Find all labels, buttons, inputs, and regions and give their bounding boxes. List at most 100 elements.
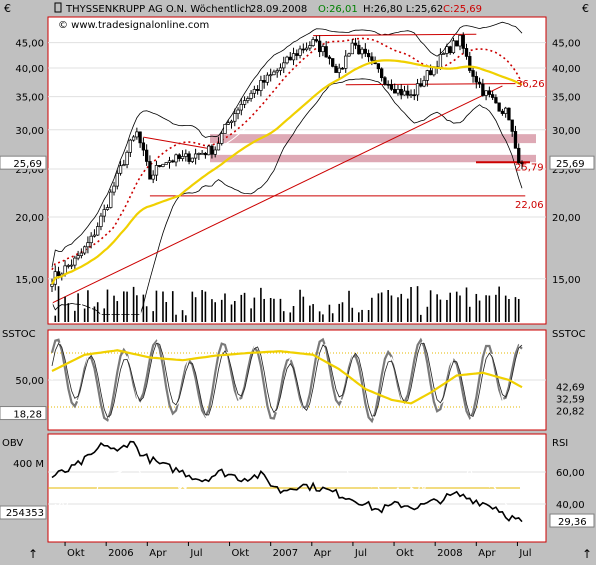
candle-body: [148, 161, 152, 180]
price-tick-left: 30,00: [15, 126, 44, 137]
candle-body: [171, 160, 175, 163]
candle-body: [376, 63, 381, 70]
price-tick-right: 30,00: [552, 126, 581, 137]
level-label: 25,79: [515, 162, 544, 173]
candle-body: [308, 45, 312, 49]
candle-body: [66, 265, 70, 267]
candle-body: [415, 83, 420, 96]
candle-body: [451, 40, 456, 54]
candle-body: [393, 88, 397, 94]
candle-body: [177, 154, 181, 159]
candle-body: [438, 54, 443, 69]
rsi-tick: 40,00: [556, 500, 585, 511]
candle-body: [167, 160, 172, 163]
stoch-k-line: [51, 342, 523, 418]
axis-layer: 45,00 45,00 40,00 40,00 35,00 35,00 30,00 30,00…: [0, 39, 595, 559]
candle-body: [187, 153, 191, 162]
x-tick-label: 2007: [273, 548, 298, 559]
candle-body: [233, 113, 237, 122]
instrument-title: THYSSENKRUPP AG O.N. Wöchentlich: [65, 4, 251, 15]
candle-body: [285, 56, 289, 64]
stoch-value-box-left: [0, 406, 47, 421]
x-tick-label: 2008: [437, 548, 462, 559]
candle-body: [135, 131, 139, 138]
candle-body: [213, 149, 217, 155]
candle-body: [272, 71, 276, 76]
currency-right: €: [582, 2, 589, 15]
candle-body: [220, 133, 224, 144]
candle-body: [184, 153, 188, 157]
candle-body: [458, 34, 462, 47]
obv-rsi-layer: [48, 440, 546, 523]
candle-body: [383, 77, 387, 85]
candle-body: [321, 46, 325, 53]
candle-body: [360, 48, 364, 55]
price-tick-right: 20,00: [552, 213, 581, 224]
candle-body: [190, 157, 194, 162]
rsi-label: RSI: [552, 438, 568, 449]
candle-body: [141, 142, 146, 151]
candle-body: [76, 255, 80, 259]
candle-body: [265, 74, 270, 83]
candle-body: [249, 92, 253, 99]
candle-body: [128, 139, 132, 153]
x-tick-label: 2006: [108, 548, 133, 559]
scroll-arrow-right[interactable]: ↑: [582, 547, 592, 561]
stoch-tick: 50,00: [15, 376, 44, 387]
candle-body: [481, 83, 485, 96]
candle-body: [298, 48, 302, 56]
candle-body: [389, 84, 394, 90]
candle-body: [295, 53, 299, 56]
obv-tick: 400 M: [13, 459, 44, 470]
rsi-value-box: [549, 513, 595, 528]
candle-body: [386, 83, 390, 86]
candle-body: [138, 131, 142, 144]
stoch-value-left: 18,28: [13, 410, 42, 421]
obv-value-box: [0, 505, 47, 520]
candle-body: [216, 143, 221, 151]
candle-body: [131, 136, 136, 141]
candle-body: [409, 94, 413, 97]
candle-body: [471, 70, 475, 77]
candle-body: [262, 80, 266, 83]
price-tick-left: 40,00: [15, 64, 44, 75]
candle-body: [112, 185, 116, 193]
scroll-arrow-left[interactable]: ↑: [28, 547, 38, 561]
candle-body: [269, 74, 273, 77]
candle-body: [327, 56, 332, 59]
candle-body: [448, 46, 452, 54]
candle-body: [164, 162, 168, 165]
x-tick-label: Apr: [478, 548, 496, 559]
stoch-value-right: 42,69: [556, 383, 585, 394]
x-tick-label: Apr: [149, 548, 167, 559]
candle-body: [125, 151, 129, 166]
price-tick-left: 15,00: [15, 275, 44, 286]
level-label: 22,06: [515, 200, 544, 211]
candle-body: [118, 165, 123, 174]
currency-left: €: [4, 2, 11, 15]
candle-body: [510, 119, 514, 132]
candle-body: [412, 94, 416, 97]
candle-body: [353, 42, 358, 46]
candle-body: [73, 257, 77, 266]
candle-body: [340, 67, 345, 70]
candle-body: [246, 98, 250, 101]
candle-body: [314, 39, 319, 42]
top-resistance-line: [313, 33, 477, 37]
candle-body: [115, 172, 119, 187]
candle-body: [380, 68, 384, 79]
candle-body: [282, 62, 286, 69]
candle-body: [520, 162, 524, 165]
x-tick-label: Okt: [396, 548, 414, 559]
x-tick-label: Apr: [314, 548, 332, 559]
candle-body: [151, 174, 155, 180]
candle-body: [239, 104, 243, 111]
level-label: 36,26: [516, 79, 545, 90]
candle-body: [236, 109, 240, 114]
candle-body: [229, 120, 234, 123]
candle-body: [50, 283, 54, 287]
candle-body: [207, 145, 211, 156]
header-high-low: H:26,80 L:25,62: [363, 4, 443, 15]
header-date: 28.09.2008: [250, 4, 307, 15]
